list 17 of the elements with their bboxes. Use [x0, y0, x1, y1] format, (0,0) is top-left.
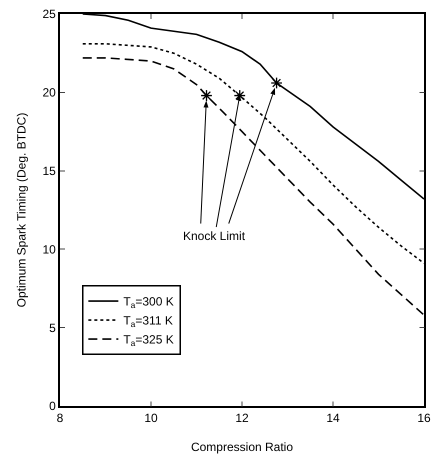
legend-label: T$_{a}$=300 K [123, 294, 174, 310]
y-tick-label: 10 [42, 242, 56, 256]
x-tick-label: 10 [144, 411, 158, 426]
y-tick-label: 5 [49, 320, 56, 335]
legend-label: T$_{a}$=311 K [123, 314, 173, 330]
y-tick-label: 25 [42, 7, 56, 22]
y-axis-title: Optimum Spark Timing (Deg. BTDC) [14, 112, 28, 308]
x-tick-label: 12 [235, 411, 249, 426]
x-axis-title: Compression Ratio [190, 440, 294, 454]
legend-label: T$_{a}$=325 K [123, 332, 174, 348]
y-tick-label: 15 [42, 164, 56, 178]
y-tick-label: 0 [49, 399, 56, 414]
annotation: Knock Limit [183, 229, 246, 243]
y-tick-label: 20 [42, 86, 56, 100]
x-tick-label: 14 [326, 411, 340, 426]
x-tick-label: 8 [56, 411, 64, 426]
x-tick-label: 16 [417, 411, 431, 426]
